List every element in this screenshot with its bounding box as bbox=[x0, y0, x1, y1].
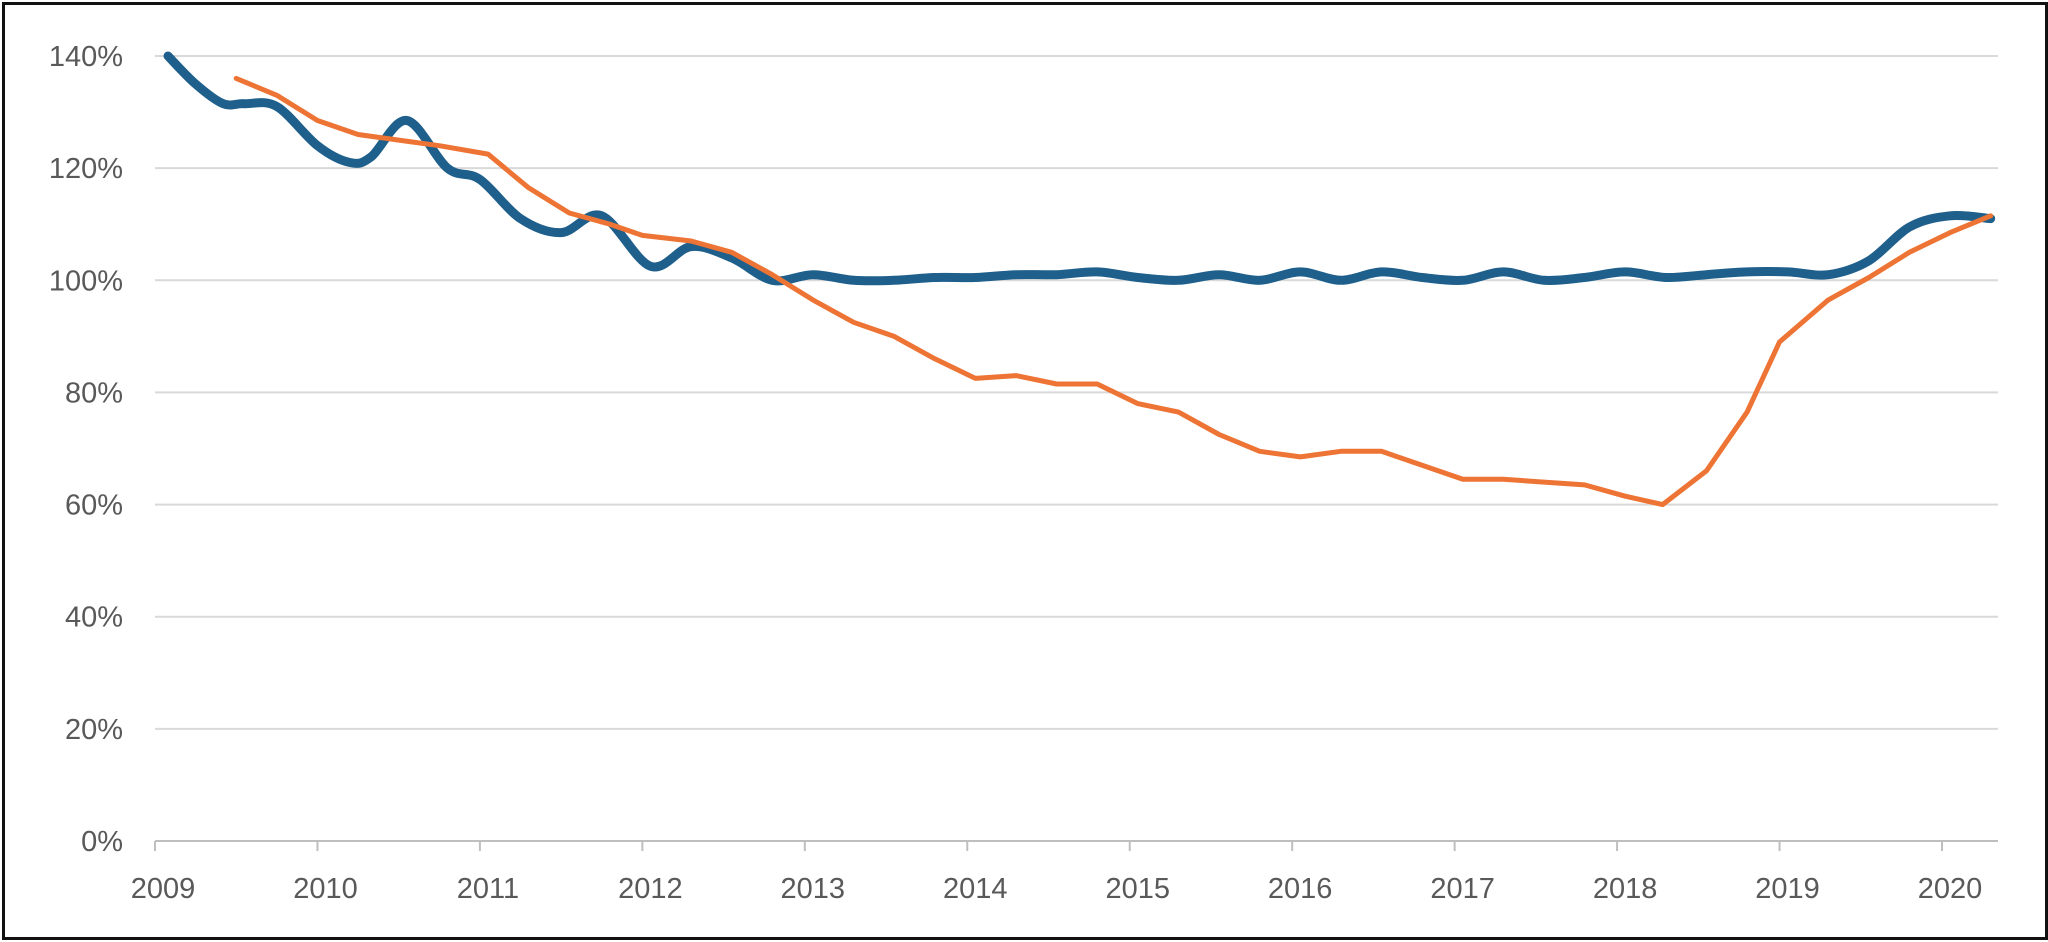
series-line-2 bbox=[233, 75, 1994, 508]
x-tick-label: 2013 bbox=[781, 873, 846, 905]
x-tick-label: 2011 bbox=[457, 873, 519, 905]
x-tick-label: 2020 bbox=[1918, 873, 1983, 905]
x-tick-label: 2009 bbox=[131, 873, 196, 905]
y-tick-label: 20% bbox=[65, 714, 123, 746]
x-tick-label: 2014 bbox=[943, 873, 1008, 905]
y-tick-label: 0% bbox=[81, 826, 123, 858]
x-tick-label: 2012 bbox=[618, 873, 683, 905]
y-tick-label: 100% bbox=[49, 265, 123, 297]
y-tick-label: 80% bbox=[65, 377, 123, 409]
y-tick-label: 120% bbox=[49, 153, 123, 185]
series-line-1 bbox=[163, 51, 1996, 286]
gridlines bbox=[155, 55, 1998, 730]
series-lines bbox=[163, 51, 1996, 508]
x-axis bbox=[154, 840, 1998, 851]
y-tick-labels: 0% 20% 40% 60% 80% 100% 120% 140% bbox=[49, 41, 123, 858]
y-tick-label: 60% bbox=[65, 490, 123, 522]
x-tick-label: 2015 bbox=[1105, 873, 1170, 905]
x-tick-label: 2017 bbox=[1430, 873, 1495, 905]
line-chart: 0%20%40%60%80%100%120%140% 2009 2010 2011 2… bbox=[49, 41, 1998, 905]
x-tick-label: 2019 bbox=[1755, 873, 1820, 905]
x-tick-label: 2016 bbox=[1268, 873, 1333, 905]
y-tick-label: 140% bbox=[49, 41, 123, 73]
x-tick-labels: 2009 2010 2011 2012 2013 2014 2015 2016 2017 2018… bbox=[131, 873, 1983, 905]
x-tick-label: 2010 bbox=[293, 873, 358, 905]
x-tick-label: 2018 bbox=[1593, 873, 1658, 905]
y-tick-label: 40% bbox=[65, 602, 123, 634]
